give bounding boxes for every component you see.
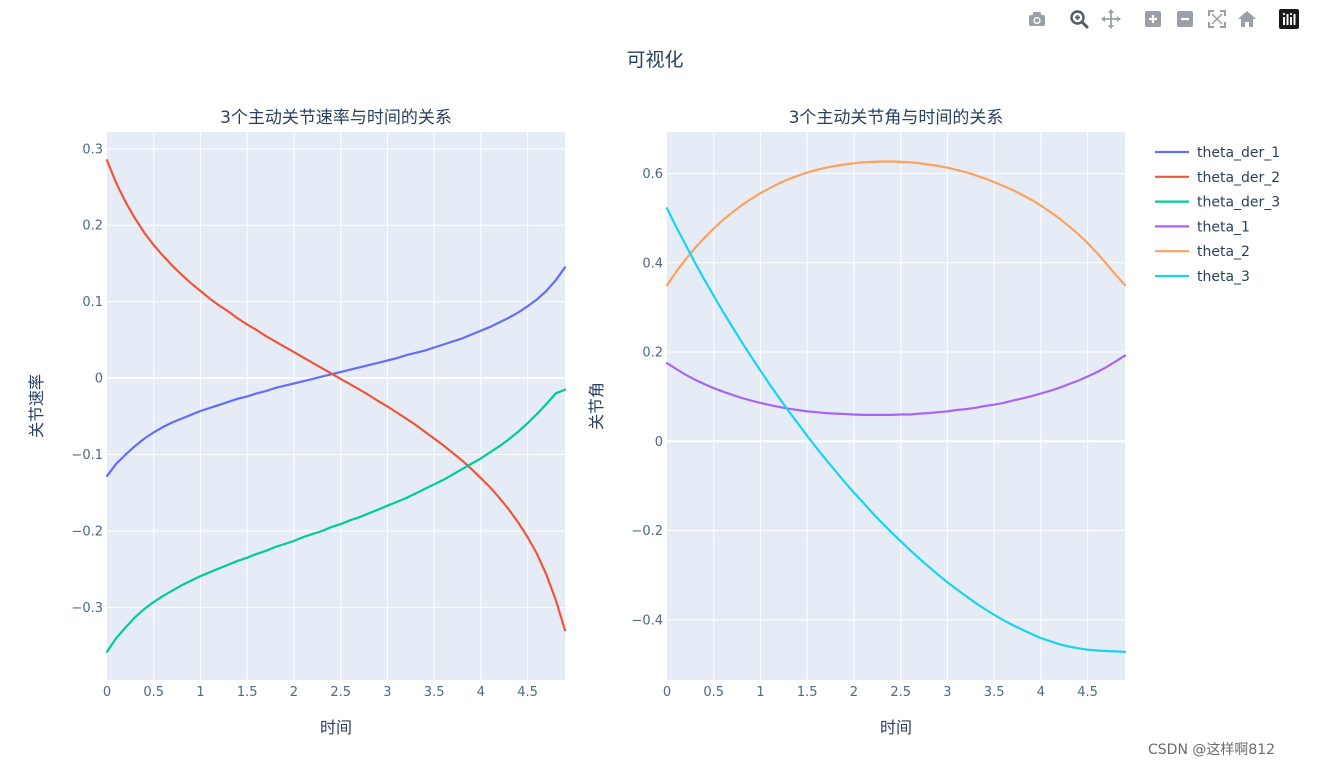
left-y-tick-label: −0.1 bbox=[71, 448, 103, 463]
right-y-tick-label: 0.4 bbox=[642, 256, 663, 271]
right-x-tick-label: 1 bbox=[756, 685, 764, 700]
legend-label: theta_der_3 bbox=[1197, 195, 1280, 211]
legend-label: theta_1 bbox=[1197, 219, 1250, 235]
zoom-in-icon[interactable] bbox=[1142, 8, 1164, 30]
left-y-axis-title: 关节速率 bbox=[27, 374, 46, 438]
legend-item-theta-der-2[interactable]: theta_der_2 bbox=[1155, 170, 1280, 186]
home-icon[interactable] bbox=[1236, 8, 1258, 30]
series-line-theta-3[interactable] bbox=[665, 207, 1127, 654]
left-y-tick-label: 0 bbox=[95, 372, 103, 387]
right-x-tick-label: 3.5 bbox=[984, 685, 1005, 700]
legend: theta_der_1 theta_der_2 theta_der_3 theta_1… bbox=[1155, 145, 1280, 285]
right-y-tick-label: −0.4 bbox=[631, 613, 663, 628]
pan-icon[interactable] bbox=[1100, 8, 1122, 30]
left-x-tick-label: 0 bbox=[103, 685, 111, 700]
right-x-tick-label: 0.5 bbox=[703, 685, 724, 700]
left-x-tick-label: 2.5 bbox=[330, 685, 351, 700]
series-line-theta-der-1[interactable] bbox=[105, 266, 567, 477]
zoom-icon[interactable] bbox=[1068, 8, 1090, 30]
left-y-tick-label: −0.2 bbox=[71, 524, 103, 539]
right-x-tick-label: 4 bbox=[1037, 685, 1045, 700]
camera-icon[interactable] bbox=[1026, 8, 1048, 30]
left-x-tick-label: 3 bbox=[383, 685, 391, 700]
right-plot-background bbox=[667, 132, 1125, 680]
right-y-axis-title: 关节角 bbox=[587, 382, 606, 430]
legend-item-theta-3[interactable]: theta_3 bbox=[1155, 269, 1250, 285]
series-line-theta-der-2[interactable] bbox=[105, 159, 567, 632]
plotly-logo-icon[interactable] bbox=[1278, 8, 1300, 30]
right-y-tick-label: 0 bbox=[655, 435, 663, 450]
left-subplot: 0 0.5 1 1.5 2 2.5 3 3.5 4 4.5 −0.3 −0.2 −0.1 0 0.1 0.2 0… bbox=[27, 108, 567, 737]
right-x-tick-label: 2.5 bbox=[890, 685, 911, 700]
left-x-axis-title: 时间 bbox=[320, 718, 352, 737]
legend-item-theta-der-3[interactable]: theta_der_3 bbox=[1155, 195, 1280, 211]
left-x-tick-label: 0.5 bbox=[143, 685, 164, 700]
left-x-tick-label: 2 bbox=[290, 685, 298, 700]
right-x-tick-label: 0 bbox=[663, 685, 671, 700]
legend-label: theta_2 bbox=[1197, 244, 1250, 260]
watermark: CSDN @这样啊812 bbox=[1148, 742, 1276, 758]
zoom-out-icon[interactable] bbox=[1174, 8, 1196, 30]
right-y-tick-label: 0.6 bbox=[642, 167, 663, 182]
legend-label: theta_3 bbox=[1197, 269, 1250, 285]
right-y-tick-label: 0.2 bbox=[642, 346, 663, 361]
autoscale-icon[interactable] bbox=[1206, 8, 1228, 30]
right-x-tick-label: 2 bbox=[850, 685, 858, 700]
legend-label: theta_der_1 bbox=[1197, 145, 1280, 161]
left-y-tick-label: 0.1 bbox=[82, 295, 103, 310]
left-x-tick-label: 3.5 bbox=[424, 685, 445, 700]
legend-item-theta-2[interactable]: theta_2 bbox=[1155, 244, 1250, 260]
right-y-tick-label: −0.2 bbox=[631, 524, 663, 539]
left-y-tick-label: −0.3 bbox=[71, 601, 103, 616]
right-x-tick-label: 1.5 bbox=[797, 685, 818, 700]
right-x-axis-title: 时间 bbox=[880, 718, 912, 737]
series-line-theta-2[interactable] bbox=[665, 160, 1127, 287]
modebar bbox=[1026, 8, 1306, 30]
right-subplot-title: 3个主动关节角与时间的关系 bbox=[789, 108, 1004, 128]
right-subplot: 0 0.5 1 1.5 2 2.5 3 3.5 4 4.5 −0.4 −0.2 0 0.2 0.4 0.6 3… bbox=[587, 108, 1127, 737]
right-x-tick-label: 4.5 bbox=[1077, 685, 1098, 700]
left-x-tick-label: 1.5 bbox=[237, 685, 258, 700]
series-line-theta-1[interactable] bbox=[665, 354, 1127, 416]
series-line-theta-der-3[interactable] bbox=[105, 388, 567, 653]
left-subplot-title: 3个主动关节速率与时间的关系 bbox=[220, 108, 452, 128]
legend-item-theta-1[interactable]: theta_1 bbox=[1155, 219, 1250, 235]
left-x-tick-label: 1 bbox=[196, 685, 204, 700]
legend-label: theta_der_2 bbox=[1197, 170, 1280, 186]
right-x-tick-label: 3 bbox=[943, 685, 951, 700]
legend-item-theta-der-1[interactable]: theta_der_1 bbox=[1155, 145, 1280, 161]
left-y-tick-label: 0.2 bbox=[82, 219, 103, 234]
left-x-tick-label: 4 bbox=[477, 685, 485, 700]
left-plot-background bbox=[107, 132, 565, 680]
left-y-tick-label: 0.3 bbox=[82, 142, 103, 157]
figure-title: 可视化 bbox=[626, 49, 683, 71]
left-x-tick-label: 4.5 bbox=[517, 685, 538, 700]
